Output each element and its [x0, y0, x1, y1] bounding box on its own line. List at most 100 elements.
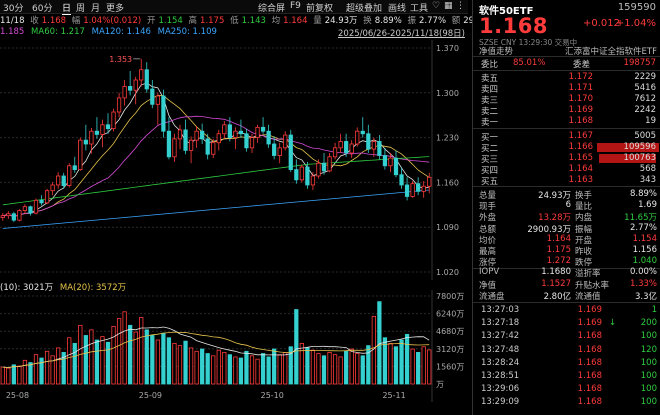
stat-label: 振幅	[575, 224, 593, 235]
amount-value: 24.93万	[324, 16, 358, 26]
stat-label: 跌停	[575, 258, 593, 269]
candle	[305, 161, 310, 189]
bid-level-label: 买四	[481, 166, 499, 176]
stat-label: 现手	[479, 202, 497, 213]
tab-nav-trend[interactable]: 净值走势	[479, 47, 514, 57]
volume-bar	[260, 353, 266, 385]
period-more[interactable]: 更多	[106, 4, 125, 14]
candle	[299, 164, 304, 183]
tick-price: 1.168	[577, 331, 602, 342]
candle	[238, 119, 244, 138]
volume-bar	[44, 350, 50, 385]
candle	[67, 163, 72, 188]
candle	[72, 156, 77, 173]
super-overlay-button[interactable]: 超级叠加	[346, 4, 383, 14]
volume-bar	[310, 349, 316, 385]
period-week[interactable]: 周	[76, 4, 86, 14]
bid-price: 1.164	[568, 164, 593, 174]
volume-bar	[188, 347, 194, 385]
candlestick-chart[interactable]: 1.370 1.300 1.230 1.160 1.090 1.020 1.353	[0, 40, 470, 280]
stats-row: 现手 6 量比 1.69	[473, 200, 660, 213]
volume-bar	[139, 317, 144, 385]
avg-value: 1.164	[283, 16, 308, 26]
candle	[416, 177, 421, 196]
ask-level-row[interactable]: 卖一 1.168 19	[473, 116, 660, 128]
tab-fund-name[interactable]: 汇添富中证全指软件ETF	[565, 47, 657, 57]
candle	[371, 137, 376, 157]
stat-value: 2900.93万	[527, 224, 571, 235]
candle	[11, 211, 16, 223]
date-axis-label: 25-08	[6, 391, 29, 400]
bid-level-row[interactable]: 买五 1.163 343	[473, 175, 660, 187]
stats-row: 最高 1.175 昨收 1.156	[473, 245, 660, 257]
tick-price: 1.168	[577, 384, 602, 395]
bid-level-row[interactable]: 买二 1.166 109596	[473, 142, 660, 154]
volume-bar	[249, 355, 255, 385]
bid-level-row[interactable]: 买四 1.164 568	[473, 164, 660, 176]
stat-label: 量比	[575, 202, 593, 213]
volume-bar	[0, 366, 5, 385]
stat-label: 溢折率	[575, 269, 601, 280]
period-60min[interactable]: 60分	[32, 4, 53, 14]
ask-level-row[interactable]: 卖三 1.170 7612	[473, 94, 660, 106]
draw-line-button[interactable]: 画线	[388, 4, 407, 14]
ask-volume: 2242	[634, 105, 656, 115]
ask-level-row[interactable]: 卖五 1.172 2229	[473, 72, 660, 84]
period-30min[interactable]: 30分	[3, 4, 24, 14]
volume-bar	[183, 340, 188, 385]
bid-level-row[interactable]: 买三 1.165 100763	[473, 153, 660, 165]
candle	[205, 133, 210, 160]
ask-level-label: 卖二	[481, 107, 499, 117]
candle	[56, 172, 61, 189]
ask-level-row[interactable]: 卖四 1.171 5416	[473, 83, 660, 95]
candle	[166, 117, 172, 160]
volume-bar	[404, 333, 410, 385]
stat-value: 2.80亿	[543, 291, 571, 302]
candle	[227, 117, 232, 142]
f9-button[interactable]: F9	[290, 1, 301, 11]
composite-screen-button[interactable]: 综合屏	[258, 4, 286, 14]
stat-label: 内盘	[575, 213, 593, 224]
stats-row: 总量 24.93万 换手 8.89%	[473, 189, 660, 201]
ask-level-row[interactable]: 卖二 1.169 2242	[473, 105, 660, 117]
stat-label: 总额	[479, 224, 497, 235]
ma-line-ma20	[2, 115, 430, 217]
date-axis-label: 25-10	[261, 391, 284, 400]
volume-bar	[393, 346, 399, 385]
candle	[94, 117, 100, 139]
stat-label: 最高	[479, 247, 497, 257]
chart-toolbar: 30分 60分 日 周 月 更多 综合屏 F9 前复权 超级叠加 画线 工具 ♡…	[0, 0, 468, 15]
security-name: 软件50ETF	[479, 6, 534, 17]
candle	[33, 198, 39, 215]
candle	[393, 150, 399, 178]
ask-price: 1.170	[568, 94, 593, 104]
volume-bar	[327, 352, 332, 385]
bid-level-label: 买一	[481, 133, 499, 143]
volume-bar	[6, 367, 11, 385]
candle	[139, 58, 144, 87]
tools-button[interactable]: 工具	[410, 4, 429, 14]
calendar-icon[interactable]: ▦	[444, 1, 453, 11]
stat-label: 净值	[479, 280, 497, 291]
candle	[28, 205, 33, 216]
volume-bar	[205, 353, 210, 385]
candle	[388, 152, 393, 173]
period-day[interactable]: 日	[62, 1, 72, 15]
volume-bar	[72, 342, 77, 385]
forward-adjust-button[interactable]: 前复权	[306, 4, 334, 14]
volume-bar	[332, 354, 338, 385]
date-range[interactable]: 2025/06/26-2025/11/18(98日)	[338, 29, 465, 39]
bid-volume: 5005	[634, 131, 656, 141]
candle	[277, 142, 282, 164]
candle	[421, 181, 426, 198]
more-icon[interactable]: ⋮	[456, 1, 465, 11]
ask-level-label: 卖三	[481, 96, 499, 106]
bid-level-row[interactable]: 买一 1.167 5005	[473, 131, 660, 143]
bid-level-label: 买五	[481, 177, 499, 187]
heart-icon[interactable]: ♡	[432, 1, 441, 11]
wb-label: 委比	[481, 60, 499, 70]
period-month[interactable]: 月	[91, 4, 101, 14]
price-axis-label: 1.370	[436, 44, 459, 53]
tick-row: 13:27:18 1.169 ↓ 200	[473, 318, 660, 329]
